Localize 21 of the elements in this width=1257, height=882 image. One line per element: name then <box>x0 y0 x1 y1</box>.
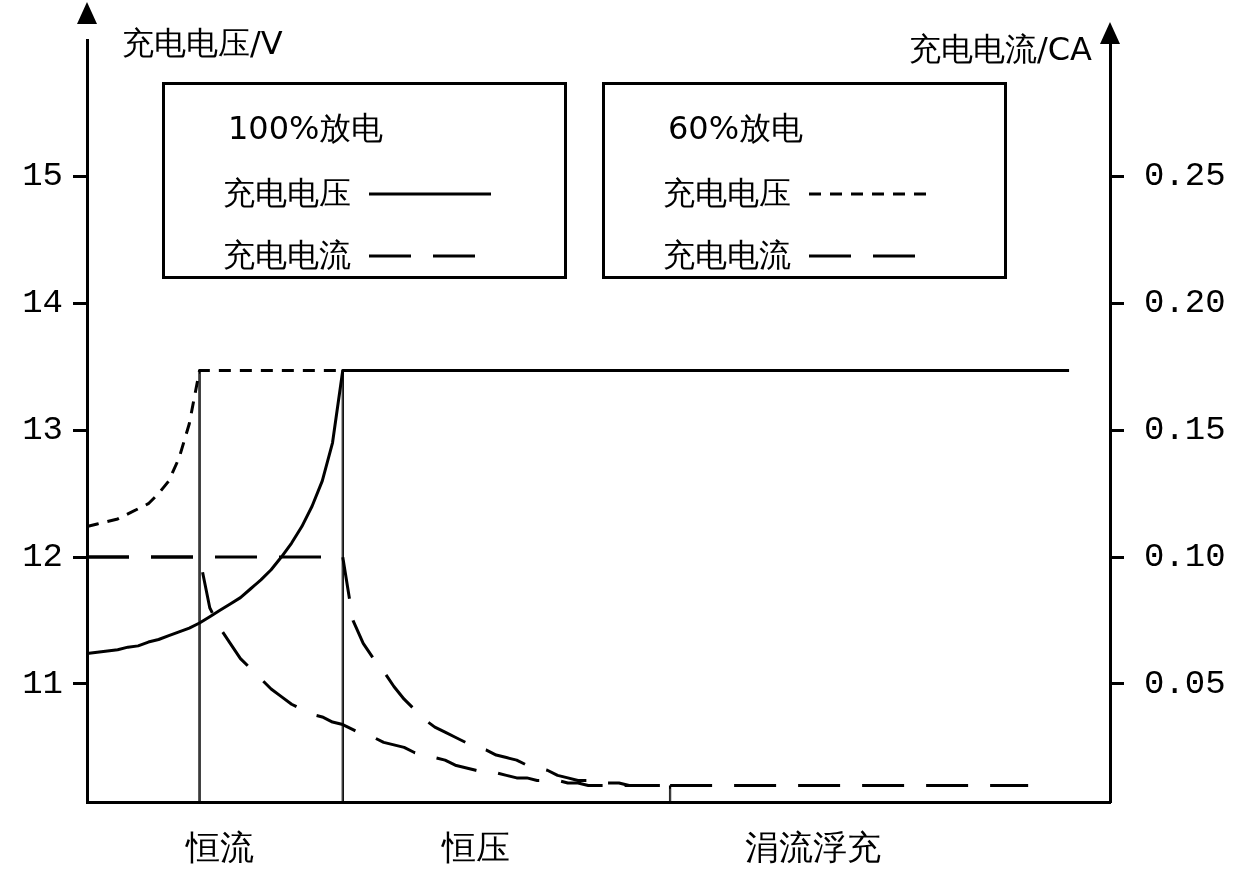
x-tick-label: 恒压 <box>440 827 510 868</box>
y2-tick-label: 0.20 <box>1144 284 1226 323</box>
text: 60%放电 <box>668 109 804 147</box>
y-tick-label: 12 <box>22 538 63 577</box>
legend-label: 充电电压 <box>223 173 351 214</box>
text: 100%放电 <box>228 109 384 147</box>
y2-tick-label: 0.25 <box>1144 157 1226 196</box>
y-tick-label: 13 <box>22 411 63 450</box>
legend-label: 充电电流 <box>223 235 351 276</box>
y2-tick-label: 0.15 <box>1144 411 1226 450</box>
y2-tick-label: 0.10 <box>1144 538 1226 577</box>
legend-label: 充电电流 <box>663 235 791 276</box>
legend-label: 充电电压 <box>663 173 791 214</box>
y2-tick-label: 0.05 <box>1144 664 1226 703</box>
x-tick-label: 恒流 <box>184 827 254 868</box>
x-tick-label: 涓流浮充 <box>745 827 882 868</box>
y-tick-label: 14 <box>22 284 63 323</box>
y-tick-label: 15 <box>22 157 63 196</box>
y-tick-label: 11 <box>22 664 63 703</box>
y2-axis-title: 充电电流/CA <box>908 29 1092 70</box>
y-axis-title: 充电电压/V <box>122 23 283 64</box>
